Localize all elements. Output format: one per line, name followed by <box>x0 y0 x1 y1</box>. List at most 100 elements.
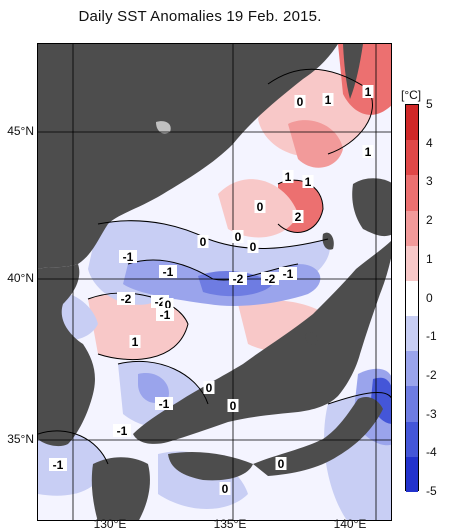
contour-label-text: -2 <box>121 292 132 306</box>
map-frame: 1 0 1 1 1 1 0 2 0 0 0 -1 -1 -2 -2 -1 -2 -2 0 -1 1 -1 0 0 -1 -1 0 0 <box>37 43 392 521</box>
contour-label-text: -1 <box>159 397 170 411</box>
contour-label-text: 0 <box>200 235 207 249</box>
colorbar-segment <box>406 386 418 423</box>
colorbar-label: 4 <box>426 135 433 150</box>
contour-label-text: -1 <box>163 265 174 279</box>
contour-label-text: 2 <box>295 210 302 224</box>
contour-label-bg <box>302 175 314 188</box>
contour-label-bg <box>229 272 247 285</box>
contour-label-text: 0 <box>230 399 237 413</box>
contour-label-text: 1 <box>305 175 312 189</box>
contour-label-text: 0 <box>222 482 229 496</box>
contour-label-text: 1 <box>132 335 139 349</box>
contour-label: 1 <box>302 175 314 189</box>
contour-label-bg <box>113 424 131 437</box>
colorbar-unit: [°C] <box>401 88 422 102</box>
contour-label: 0 <box>203 381 215 395</box>
contour-label-text: -1 <box>123 250 134 264</box>
contour-label-bg <box>119 250 137 263</box>
contour-label-text: -1 <box>53 458 64 472</box>
lat-label-45: 45°N <box>7 124 34 138</box>
contour-label: 1 <box>362 145 374 159</box>
contour-label-bg <box>292 210 304 223</box>
colorbar-segment <box>406 140 418 176</box>
contour-label-bg <box>275 457 287 470</box>
colorbar-label: 3 <box>426 174 433 189</box>
contour-label-text: -1 <box>117 424 128 438</box>
contour-label-text: 0 <box>257 200 264 214</box>
contour-label: 1 <box>129 335 141 349</box>
contour-label-bg <box>232 230 244 243</box>
contour-label: -2 <box>117 292 135 306</box>
contour-minus1-strait <box>38 430 109 465</box>
contour-label: -1 <box>279 267 297 281</box>
land-sakhalin <box>343 44 363 99</box>
contour-label: -1 <box>49 458 67 472</box>
cold-region-southwest <box>138 373 169 404</box>
colorbar-segment <box>406 316 418 352</box>
contour-label-bg <box>294 95 306 108</box>
contour-label-text: -1 <box>160 308 171 322</box>
colorbar-label: -2 <box>426 367 437 382</box>
contour-label-bg <box>155 397 173 410</box>
colorbar-segment <box>406 280 418 317</box>
contour-label: 1 <box>362 85 374 99</box>
contour-label: -2 <box>229 272 247 286</box>
contour-label-bg <box>129 335 141 348</box>
contour-label: 1 <box>322 93 334 107</box>
colorbar <box>405 104 419 493</box>
contour-label: 0 <box>254 200 266 214</box>
land-noto-peninsula <box>305 332 318 345</box>
contour-label-text: -2 <box>265 272 276 286</box>
contour-minus1-central <box>127 259 299 281</box>
land-shikoku <box>168 452 253 481</box>
contour-plus2 <box>277 179 324 233</box>
colorbar-label: 1 <box>426 251 433 266</box>
contour-label-bg <box>322 93 334 106</box>
contour-minus1-southwest <box>117 360 209 405</box>
contour-label-text: 0 <box>250 240 257 254</box>
contour-label: -1 <box>119 250 137 264</box>
contour-label-text: 1 <box>325 93 332 107</box>
land-kyushu <box>91 457 150 520</box>
contour-label: 0 <box>219 482 231 496</box>
colorbar-segment <box>406 105 418 141</box>
contour-label-bg <box>362 145 374 158</box>
contour-lines <box>38 68 391 465</box>
contour-label-bg <box>117 292 135 305</box>
contour-label: 1 <box>282 170 294 184</box>
contour-label-text: 0 <box>206 381 213 395</box>
contour-label-text: 0 <box>278 457 285 471</box>
contour-label: -1 <box>155 397 173 411</box>
lat-label-40: 40°N <box>7 271 34 285</box>
colorbar-segment <box>406 351 418 387</box>
contour-label-text: 1 <box>285 170 292 184</box>
contour-label-bg <box>197 235 209 248</box>
contour-label: -1 <box>159 265 177 279</box>
contour-label-text: -2 <box>233 272 244 286</box>
land-hokkaido <box>352 178 391 237</box>
colorbar-label: 5 <box>426 97 433 111</box>
land-honshu <box>133 240 391 444</box>
contour-label: -2 <box>261 272 279 286</box>
contour-label-bg <box>162 298 174 311</box>
contour-label-text: 1 <box>365 85 372 99</box>
lon-label-135: 135°E <box>213 517 247 531</box>
land-lake-khanka <box>156 121 171 134</box>
contour-label: -1 <box>113 424 131 438</box>
lon-label-140: 140°E <box>333 517 367 531</box>
contour-label: 0 <box>275 457 287 471</box>
contour-label-bg <box>227 399 239 412</box>
map-title: Daily SST Anomalies 19 Feb. 2015. <box>78 8 322 25</box>
contour-label-bg <box>219 482 231 495</box>
colorbar-label: -3 <box>426 406 437 421</box>
colorbar-segment <box>406 210 418 247</box>
contour-label-bg <box>282 170 294 183</box>
colorbar-label: -5 <box>426 484 437 498</box>
colorbar-label: -4 <box>426 445 437 460</box>
contour-label-text: 0 <box>297 95 304 109</box>
land-honshu-south <box>253 397 383 476</box>
contour-label-text: -1 <box>283 267 294 281</box>
